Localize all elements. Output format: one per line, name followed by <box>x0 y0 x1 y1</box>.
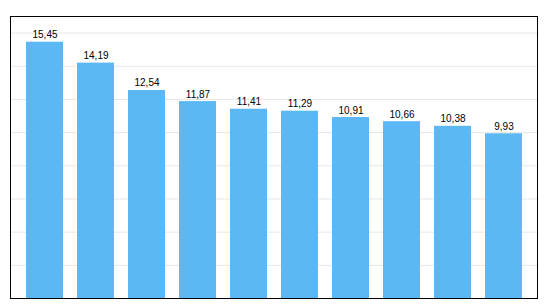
svg-text:10,91: 10,91 <box>338 105 363 116</box>
svg-text:12,54: 12,54 <box>134 77 159 88</box>
svg-text:11,41: 11,41 <box>237 96 262 107</box>
svg-text:9,93: 9,93 <box>494 121 514 132</box>
svg-text:11,29: 11,29 <box>288 98 313 109</box>
svg-text:10,66: 10,66 <box>389 109 414 120</box>
svg-text:10,38: 10,38 <box>440 113 465 124</box>
svg-text:15,45: 15,45 <box>32 29 57 40</box>
svg-text:14,19: 14,19 <box>83 50 108 61</box>
svg-text:11,87: 11,87 <box>186 89 211 100</box>
